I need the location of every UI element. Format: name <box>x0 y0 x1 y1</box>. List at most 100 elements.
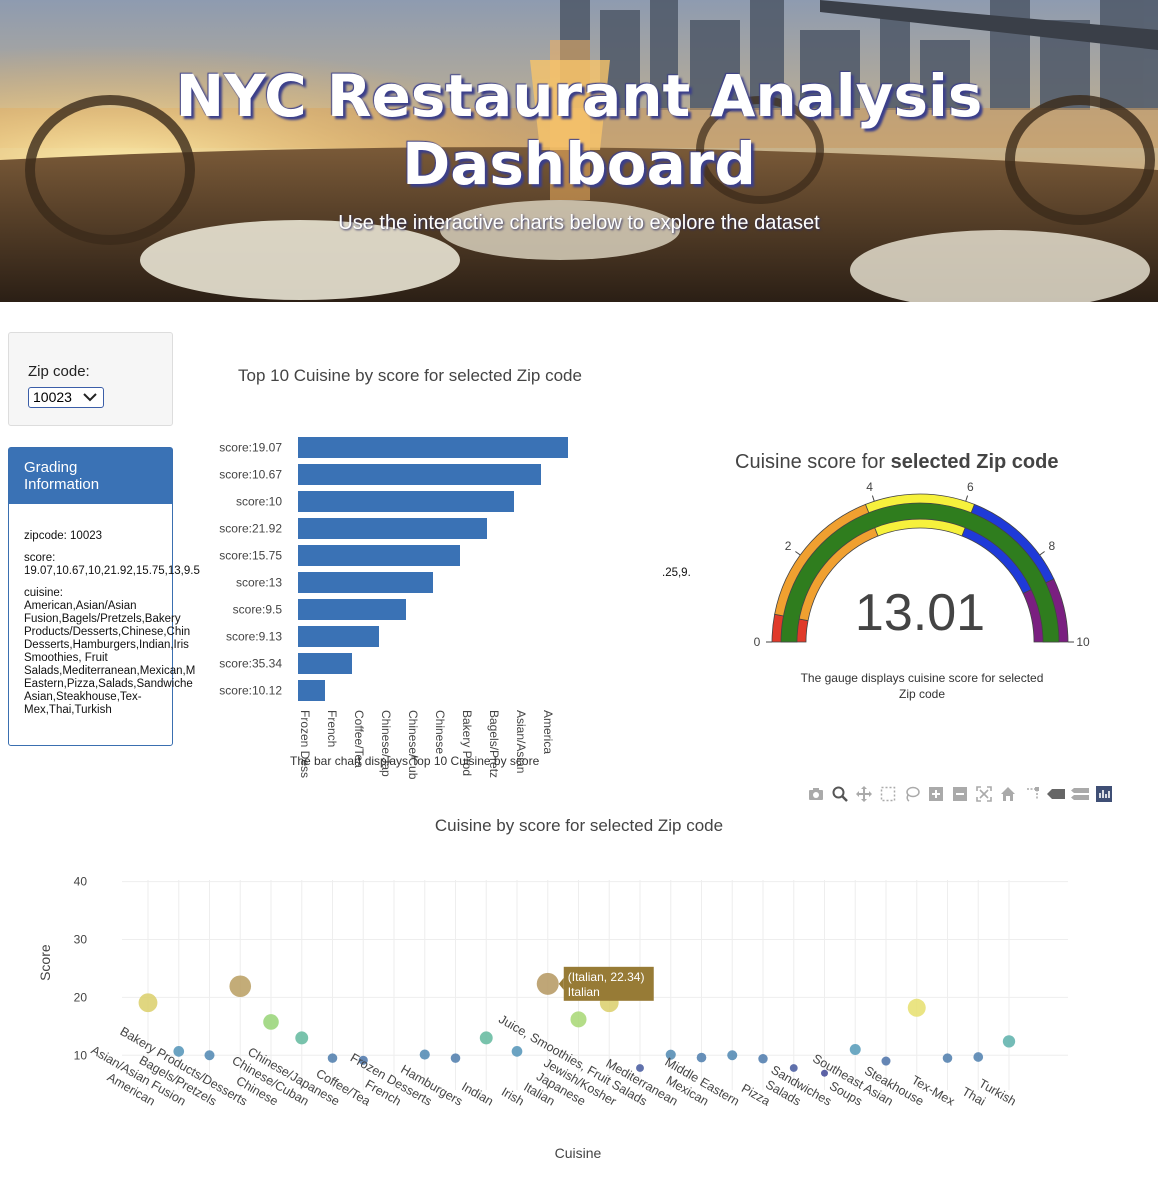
scatter-point[interactable] <box>789 1064 798 1072</box>
bar-y-tick-label: score:10.67 <box>219 468 282 482</box>
tooltip-line-2: Italian <box>568 985 600 999</box>
box-select-icon[interactable] <box>876 784 900 804</box>
hover-closest-icon[interactable] <box>1044 784 1068 804</box>
bar[interactable] <box>298 599 406 620</box>
scatter-x-axis-label: Cuisine <box>555 1145 602 1161</box>
bar-y-tick-label: score:19.07 <box>219 441 282 455</box>
bar-y-tick-label: score:15.75 <box>219 549 282 563</box>
bar-y-tick-label: score:10 <box>236 495 282 509</box>
chart-toolbar <box>804 784 1116 804</box>
scatter-chart[interactable]: 10203040ScoreCuisineAmericanAsian/Asian … <box>0 860 1158 1202</box>
scatter-point[interactable] <box>229 975 252 998</box>
scatter-x-tick-label: Indian <box>459 1079 496 1108</box>
zip-code-selected-value: 10023 <box>33 389 72 405</box>
scatter-point[interactable] <box>665 1049 676 1060</box>
scatter-point[interactable] <box>727 1050 738 1061</box>
scatter-point[interactable] <box>295 1031 309 1045</box>
bar[interactable] <box>298 491 514 512</box>
scatter-point[interactable] <box>570 1011 587 1028</box>
restaurant-photo <box>0 0 1158 302</box>
gauge-tick <box>1039 551 1045 556</box>
scatter-point[interactable] <box>358 1055 368 1065</box>
bar-x-tick-label: Asian/Asian <box>514 710 528 773</box>
scatter-point[interactable] <box>636 1064 644 1072</box>
scatter-point[interactable] <box>479 1031 493 1045</box>
bar-x-tick-label: French <box>325 710 339 747</box>
zoom-icon[interactable] <box>828 784 852 804</box>
scatter-point[interactable] <box>450 1053 461 1063</box>
scatter-point[interactable] <box>821 1069 828 1077</box>
bar[interactable] <box>298 680 325 701</box>
autoscale-icon[interactable] <box>972 784 996 804</box>
gauge-tick <box>795 551 801 556</box>
zip-code-dropdown[interactable]: 10023 <box>28 387 104 408</box>
zoom-out-icon[interactable] <box>948 784 972 804</box>
bar-x-tick-label: Chinese/Jap <box>379 710 393 777</box>
zipcode-info: zipcode: 10023 <box>24 530 103 542</box>
bar-y-tick-label: score:13 <box>236 576 282 590</box>
gauge-tick-label: 4 <box>866 480 873 494</box>
scatter-point[interactable] <box>758 1054 768 1064</box>
page-subtitle: Use the interactive charts below to expl… <box>338 212 820 234</box>
gauge-title: Cuisine score for selected Zip code <box>735 451 1059 473</box>
gauge-tick-label: 2 <box>785 539 792 553</box>
scatter-point[interactable] <box>263 1014 279 1030</box>
bar-y-tick-label: score:10.12 <box>219 684 282 698</box>
scatter-point[interactable] <box>511 1046 523 1057</box>
bar[interactable] <box>298 653 352 674</box>
scatter-point[interactable] <box>536 972 559 995</box>
page-title: NYC Restaurant Analysis Dashboard <box>175 62 983 198</box>
scatter-y-tick-label: 40 <box>74 875 88 889</box>
scatter-point[interactable] <box>881 1056 891 1066</box>
tooltip-pointer <box>558 977 564 990</box>
bar[interactable] <box>298 464 541 485</box>
gauge-value-bar <box>780 502 1060 643</box>
bar-chart-caption: The bar chart displays Top 10 Cuisine by… <box>290 754 540 768</box>
scatter-point[interactable] <box>907 998 926 1017</box>
pan-icon[interactable] <box>852 784 876 804</box>
bar[interactable] <box>298 437 568 458</box>
gauge-tick <box>871 495 875 502</box>
scatter-point[interactable] <box>1002 1035 1016 1048</box>
scatter-point[interactable] <box>973 1052 984 1062</box>
zip-code-label: Zip code: <box>28 363 90 380</box>
plotly-logo-icon[interactable] <box>1092 784 1116 804</box>
gauge-tick-label: 6 <box>967 480 974 494</box>
bar-x-tick-label: Coffee/Tea <box>352 710 366 768</box>
hover-compare-icon[interactable] <box>1068 784 1092 804</box>
grading-panel-header: Grading Information <box>9 448 172 504</box>
scatter-point[interactable] <box>419 1049 430 1060</box>
scatter-point[interactable] <box>696 1052 707 1063</box>
bar-x-tick-label: Bakery Prod <box>460 710 474 776</box>
bar[interactable] <box>298 626 379 647</box>
gauge-tick-label: 8 <box>1049 539 1056 553</box>
bar-x-tick-label: Chinese <box>433 710 447 754</box>
cuisine-info: cuisine: American,Asian/Asian Fusion,Bag… <box>24 587 196 716</box>
bar[interactable] <box>298 518 487 539</box>
grading-panel-body: zipcode: 10023 score: 19.07,10.67,10,21.… <box>24 530 224 726</box>
scatter-point[interactable] <box>942 1053 953 1063</box>
bar-x-tick-label: Bagels/Pretz <box>487 710 501 778</box>
home-icon[interactable] <box>996 784 1020 804</box>
spike-lines-icon[interactable] <box>1020 784 1044 804</box>
bar[interactable] <box>298 545 460 566</box>
scatter-point[interactable] <box>173 1046 185 1057</box>
scatter-point[interactable] <box>138 993 158 1013</box>
lasso-icon[interactable] <box>900 784 924 804</box>
scatter-point[interactable] <box>849 1043 861 1055</box>
bar-x-tick-label: America <box>541 710 555 754</box>
scatter-y-axis-label: Score <box>37 944 53 981</box>
hero-banner: NYC Restaurant Analysis Dashboard Use th… <box>0 0 1158 302</box>
bar-chart[interactable]: score:19.07 score:10.67 score:10 score:21.9… <box>190 420 610 790</box>
scatter-point[interactable] <box>327 1053 338 1063</box>
camera-icon[interactable] <box>804 784 828 804</box>
score-overflow-text: .25,9. <box>662 567 691 579</box>
scatter-chart-title: Cuisine by score for selected Zip code <box>434 816 724 835</box>
gauge-tick <box>965 495 969 502</box>
scatter-point[interactable] <box>204 1050 215 1061</box>
chevron-down-icon <box>83 393 97 402</box>
bar-y-tick-label: score:35.34 <box>219 657 282 671</box>
zoom-in-icon[interactable] <box>924 784 948 804</box>
zip-filter-panel: Zip code: 10023 <box>8 332 173 426</box>
bar[interactable] <box>298 572 433 593</box>
